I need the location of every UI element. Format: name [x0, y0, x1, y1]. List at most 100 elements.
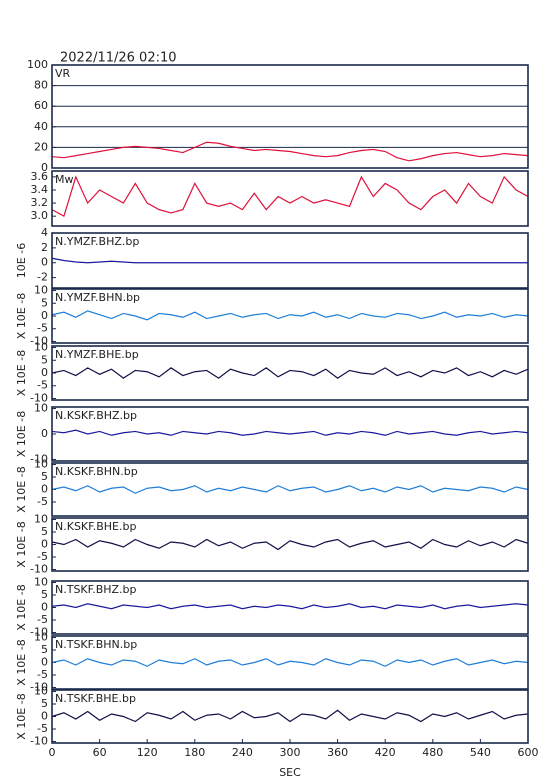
trace-label: N.KSKF.BHN.bp: [55, 465, 138, 478]
trace: [51, 175, 529, 218]
panel-frame: [51, 462, 529, 517]
panel-frame: [51, 170, 529, 227]
y-tick-label: 0: [41, 656, 48, 669]
y-tick-label: -10: [30, 452, 48, 465]
y-tick-label: 3.0: [31, 209, 49, 222]
y-axis-label: X 10E -8: [15, 521, 28, 567]
y-tick-label: 10: [34, 458, 48, 471]
y-tick-label: -5: [37, 550, 48, 563]
x-tick-label: 0: [49, 746, 56, 759]
y-tick-label: -10: [30, 681, 48, 694]
y-tick-label: 10: [34, 631, 48, 644]
panel-frame: [51, 64, 529, 169]
y-tick-label: -5: [37, 722, 48, 735]
y-tick-label: -5: [37, 495, 48, 508]
x-tick-label: 540: [470, 746, 491, 759]
x-tick-label: 300: [280, 746, 301, 759]
trace-label: N.YMZF.BHE.bp: [55, 348, 139, 361]
trace: [51, 709, 529, 723]
panel-frame: [51, 580, 529, 635]
trace: [51, 603, 529, 610]
y-tick-label: 0: [41, 256, 48, 269]
y-tick-label: -5: [37, 322, 48, 335]
y-axis-label: X 10E -8: [15, 639, 28, 685]
trace: [51, 257, 528, 264]
y-tick-label: 100: [27, 58, 48, 71]
x-tick-label: 120: [137, 746, 158, 759]
y-tick-label: 4: [41, 226, 48, 239]
y-tick-label: 2: [41, 241, 48, 254]
trace-label: N.TSKF.BHZ.bp: [55, 583, 137, 596]
y-tick-label: 10: [34, 341, 48, 354]
panel-frame: [51, 345, 529, 401]
panel-frame: [51, 288, 529, 344]
y-tick-label: 0: [41, 427, 48, 440]
y-tick-label: 10: [34, 284, 48, 297]
y-tick-label: 5: [41, 525, 48, 538]
trace-label: VR: [55, 67, 71, 80]
y-tick-label: 0: [41, 366, 48, 379]
y-tick-label: -5: [37, 668, 48, 681]
trace: [51, 367, 529, 379]
y-tick-label: 10: [34, 685, 48, 698]
y-axis-label: X 10E -8: [15, 584, 28, 630]
y-tick-label: 3.6: [31, 170, 49, 183]
y-tick-label: 60: [34, 99, 48, 112]
y-tick-label: 0: [41, 710, 48, 723]
trace-label: Mw: [55, 173, 74, 186]
trace: [51, 310, 529, 321]
y-axis-label: X 10E -8: [15, 466, 28, 512]
panel-frame: [51, 406, 529, 462]
x-tick-label: 60: [93, 746, 107, 759]
trace-label: N.KSKF.BHZ.bp: [55, 409, 137, 422]
trace: [51, 485, 529, 494]
y-tick-label: 0: [41, 161, 48, 174]
y-tick-label: -10: [30, 391, 48, 404]
x-axis-label: SEC: [279, 766, 301, 779]
y-tick-label: 5: [41, 296, 48, 309]
trace: [51, 429, 529, 436]
panel-frame: [51, 232, 529, 289]
y-tick-label: 80: [34, 79, 48, 92]
y-tick-label: 10: [34, 576, 48, 589]
y-tick-label: -10: [30, 735, 48, 748]
trace-label: N.TSKF.BHN.bp: [55, 638, 137, 651]
y-axis-label: 10E -6: [15, 243, 28, 278]
x-tick-label: 180: [184, 746, 205, 759]
trace: [51, 538, 529, 551]
panel-frame: [51, 517, 529, 572]
y-tick-label: 0: [41, 601, 48, 614]
y-tick-label: -2: [37, 271, 48, 284]
y-tick-label: 0: [41, 483, 48, 496]
y-tick-label: 40: [34, 120, 48, 133]
y-tick-label: 5: [41, 353, 48, 366]
y-tick-label: -10: [30, 563, 48, 576]
y-tick-label: 0: [41, 538, 48, 551]
trace-label: N.TSKF.BHE.bp: [55, 692, 136, 705]
y-tick-label: 3.4: [31, 183, 49, 196]
y-tick-label: 0: [41, 309, 48, 322]
x-tick-label: 600: [518, 746, 539, 759]
y-tick-label: 3.2: [31, 196, 49, 209]
y-tick-label: 20: [34, 140, 48, 153]
panel-frame: [51, 635, 529, 690]
y-tick-label: -5: [37, 379, 48, 392]
y-tick-label: 10: [34, 402, 48, 415]
x-tick-label: 360: [327, 746, 348, 759]
trace: [51, 141, 529, 162]
y-axis-label: X 10E -8: [15, 293, 28, 339]
x-tick-label: 240: [232, 746, 253, 759]
trace-label: N.KSKF.BHE.bp: [55, 520, 136, 533]
trace-label: N.YMZF.BHN.bp: [55, 291, 140, 304]
chart-title: 2022/11/26 02:10: [60, 51, 177, 66]
y-axis-label: X 10E -8: [15, 411, 28, 457]
y-tick-label: 5: [41, 588, 48, 601]
y-axis-label: X 10E -8: [15, 693, 28, 739]
x-tick-label: 480: [422, 746, 443, 759]
trace-label: N.YMZF.BHZ.bp: [55, 235, 139, 248]
y-tick-label: 5: [41, 643, 48, 656]
y-tick-label: -5: [37, 613, 48, 626]
y-axis-label: X 10E -8: [15, 350, 28, 396]
y-tick-label: 5: [41, 697, 48, 710]
